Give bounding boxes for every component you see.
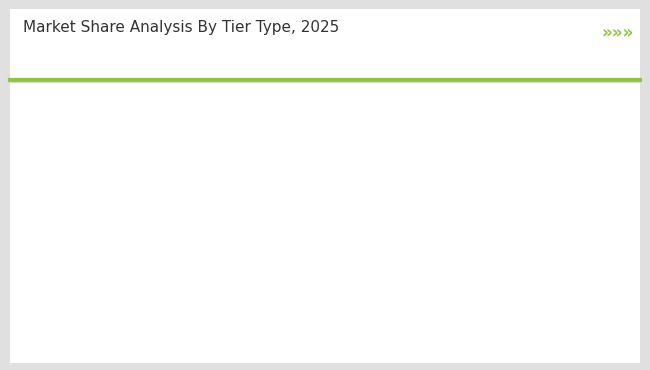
- Text: »»»: »»»: [601, 24, 634, 42]
- Text: Market Share Analysis By Tier Type, 2025: Market Share Analysis By Tier Type, 2025: [23, 20, 339, 36]
- Bar: [116, 242, 201, 337]
- Bar: [304, 171, 388, 337]
- Bar: [491, 101, 576, 337]
